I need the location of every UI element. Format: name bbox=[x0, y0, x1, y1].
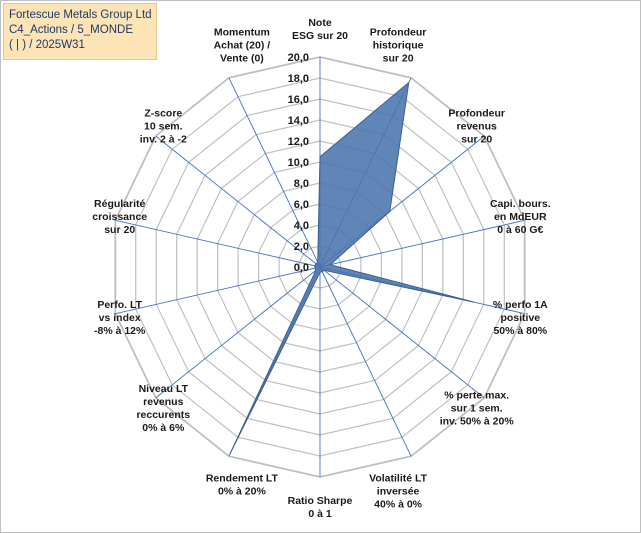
axis-label: Profondeur revenus sur 20 bbox=[448, 108, 505, 146]
axis-label: Rendement LT 0% à 20% bbox=[206, 473, 279, 498]
axis-label: Capi. bours. en MdEUR 0 à 60 G€ bbox=[490, 198, 551, 236]
axis-label: Momentum Achat (20) / Vente (0) bbox=[214, 26, 271, 64]
period-label: ( | ) / 2025W31 bbox=[9, 39, 85, 51]
series-layer bbox=[229, 81, 474, 455]
axis-spoke bbox=[319, 266, 485, 399]
axis-spoke bbox=[155, 135, 321, 268]
axis-label: Ratio Sharpe 0 à 1 bbox=[288, 495, 353, 520]
axis-label: Régularité croissance sur 20 bbox=[92, 198, 147, 236]
axis-spoke bbox=[319, 266, 412, 457]
axis-label: Z-score 10 sem. inv. 2 à -2 bbox=[140, 108, 187, 146]
tick-label: 20,0 bbox=[288, 52, 309, 64]
axis-spoke bbox=[319, 219, 525, 268]
tick-label: 12,0 bbox=[288, 136, 309, 148]
tick-labels: 0,0 2,0 4,0 6,0 8,0 10,0 12,0 14,0 16,0 18,0 20,0 bbox=[288, 52, 309, 274]
axis-spoke bbox=[228, 77, 321, 268]
category-path: C4_Actions / 5_MONDE bbox=[9, 24, 133, 36]
tick-label: 2,0 bbox=[294, 241, 309, 253]
tick-label: 14,0 bbox=[288, 115, 309, 127]
company-name: Fortescue Metals Group Ltd bbox=[9, 9, 152, 21]
tick-label: 18,0 bbox=[288, 73, 309, 85]
axis-spoke bbox=[115, 219, 321, 268]
axis-labels: Note ESG sur 20 Profondeur historique sur 20… bbox=[92, 17, 550, 520]
axis-label: Profondeur historique sur 20 bbox=[370, 26, 427, 64]
axis-spoke bbox=[115, 266, 321, 315]
tick-label: 16,0 bbox=[288, 94, 309, 106]
axis-label: Volatilité LT inversée 40% à 0% bbox=[369, 473, 428, 511]
tick-label: 10,0 bbox=[288, 157, 309, 169]
axis-label: Niveau LT revenus reccurents 0% à 6% bbox=[136, 383, 190, 434]
series-area bbox=[229, 81, 474, 455]
tick-label: 0,0 bbox=[294, 262, 309, 274]
axis-label: % perte max. sur 1 sem. inv. 50% à 20% bbox=[440, 389, 515, 427]
axis-label: Perfo. LT vs index -8% à 12% bbox=[94, 299, 146, 337]
axis-spoke bbox=[155, 266, 321, 399]
tick-label: 6,0 bbox=[294, 199, 309, 211]
axis-label: % perfo 1A positive 50% à 80% bbox=[493, 299, 548, 337]
axis-label: Note ESG sur 20 bbox=[292, 17, 348, 42]
tick-label: 8,0 bbox=[294, 178, 309, 190]
tick-label: 4,0 bbox=[294, 220, 309, 232]
title-box: Fortescue Metals Group Ltd C4_Actions / … bbox=[3, 3, 157, 60]
